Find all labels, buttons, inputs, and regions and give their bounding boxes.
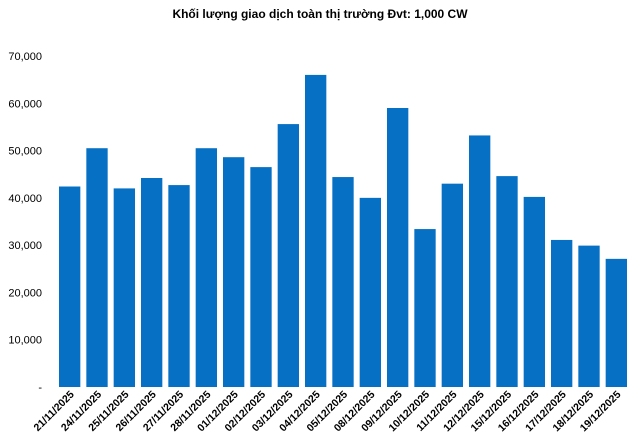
bar <box>496 176 518 387</box>
bar <box>141 178 163 387</box>
y-tick-label: 70,000 <box>8 51 42 63</box>
bar <box>113 188 135 387</box>
y-tick-label: 20,000 <box>8 287 42 299</box>
bar <box>86 148 108 387</box>
bar <box>332 177 354 387</box>
y-tick-label: 30,000 <box>8 240 42 252</box>
bar <box>195 148 217 387</box>
y-tick-label: - <box>38 382 42 394</box>
y-tick-label: 40,000 <box>8 193 42 205</box>
bar <box>469 135 491 387</box>
bar <box>59 186 81 387</box>
bar <box>441 183 463 387</box>
bar <box>387 108 409 387</box>
bar <box>305 74 327 387</box>
bar <box>414 229 436 387</box>
y-tick-label: 10,000 <box>8 335 42 347</box>
bar <box>223 157 245 387</box>
bar <box>551 239 573 387</box>
bar <box>359 197 381 387</box>
bars-group <box>59 74 627 387</box>
bar <box>168 185 190 387</box>
y-axis: - 10,000 20,000 30,000 40,000 50,000 60,000 70,… <box>8 51 42 394</box>
bar <box>605 258 627 387</box>
bar <box>277 124 299 387</box>
chart-title: Khối lượng giao dịch toàn thị trường Đvt… <box>172 7 468 21</box>
y-tick-label: 60,000 <box>8 98 42 110</box>
bar <box>578 245 600 387</box>
y-tick-label: 50,000 <box>8 146 42 158</box>
bar <box>523 196 545 387</box>
x-axis: 21/11/202524/11/202525/11/202526/11/2025… <box>32 389 624 435</box>
bar <box>250 167 272 387</box>
